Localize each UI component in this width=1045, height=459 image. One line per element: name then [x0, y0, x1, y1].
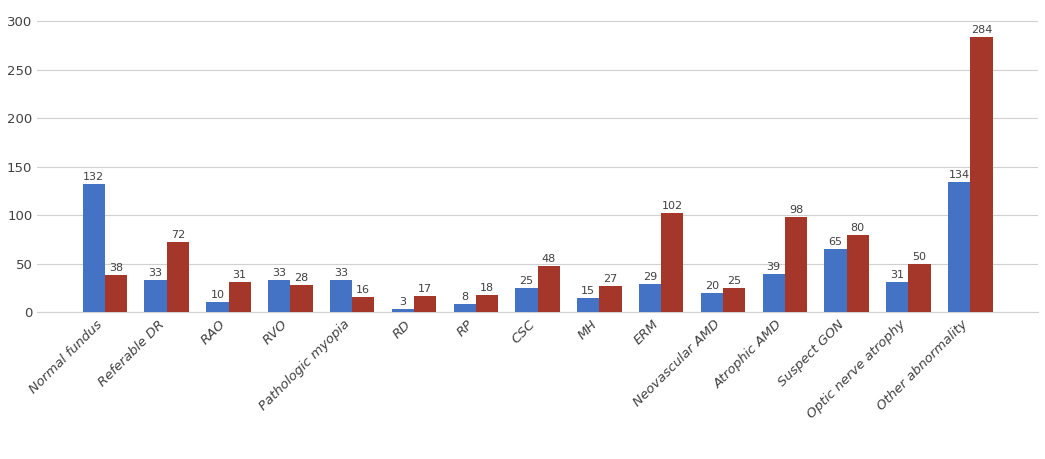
- Bar: [908, 263, 931, 312]
- Bar: [330, 280, 352, 312]
- Bar: [701, 293, 723, 312]
- Bar: [971, 37, 993, 312]
- Bar: [206, 302, 229, 312]
- Text: 18: 18: [480, 283, 494, 293]
- Bar: [515, 288, 537, 312]
- Text: 98: 98: [789, 205, 804, 215]
- Text: 8: 8: [461, 292, 468, 302]
- Bar: [269, 280, 291, 312]
- Text: 25: 25: [727, 276, 741, 286]
- Text: 132: 132: [84, 172, 105, 182]
- Text: 3: 3: [399, 297, 407, 307]
- Text: 31: 31: [233, 270, 247, 280]
- Bar: [537, 266, 560, 312]
- Bar: [661, 213, 683, 312]
- Bar: [825, 249, 846, 312]
- Bar: [229, 282, 251, 312]
- Bar: [600, 286, 622, 312]
- Bar: [846, 235, 869, 312]
- Text: 102: 102: [661, 202, 683, 211]
- Bar: [144, 280, 167, 312]
- Text: 28: 28: [295, 273, 308, 283]
- Bar: [886, 282, 908, 312]
- Text: 29: 29: [643, 272, 657, 282]
- Text: 80: 80: [851, 223, 865, 233]
- Text: 284: 284: [971, 25, 992, 35]
- Text: 31: 31: [890, 270, 904, 280]
- Bar: [577, 297, 600, 312]
- Bar: [454, 304, 475, 312]
- Bar: [785, 217, 807, 312]
- Text: 48: 48: [541, 254, 556, 263]
- Bar: [392, 309, 414, 312]
- Text: 16: 16: [356, 285, 370, 295]
- Text: 72: 72: [170, 230, 185, 241]
- Text: 25: 25: [519, 276, 534, 286]
- Bar: [414, 296, 436, 312]
- Bar: [948, 182, 971, 312]
- Bar: [83, 184, 105, 312]
- Bar: [291, 285, 312, 312]
- Bar: [723, 288, 745, 312]
- Text: 17: 17: [418, 284, 433, 294]
- Text: 38: 38: [109, 263, 123, 274]
- Bar: [167, 242, 189, 312]
- Text: 134: 134: [949, 170, 970, 180]
- Bar: [104, 275, 127, 312]
- Bar: [638, 284, 661, 312]
- Text: 10: 10: [210, 291, 225, 301]
- Text: 50: 50: [912, 252, 927, 262]
- Text: 65: 65: [829, 237, 842, 247]
- Text: 39: 39: [767, 263, 781, 272]
- Text: 27: 27: [603, 274, 618, 284]
- Text: 33: 33: [273, 268, 286, 278]
- Text: 20: 20: [705, 281, 719, 291]
- Bar: [352, 297, 374, 312]
- Bar: [763, 274, 785, 312]
- Bar: [475, 295, 498, 312]
- Text: 33: 33: [148, 268, 163, 278]
- Text: 15: 15: [581, 285, 596, 296]
- Text: 33: 33: [334, 268, 348, 278]
